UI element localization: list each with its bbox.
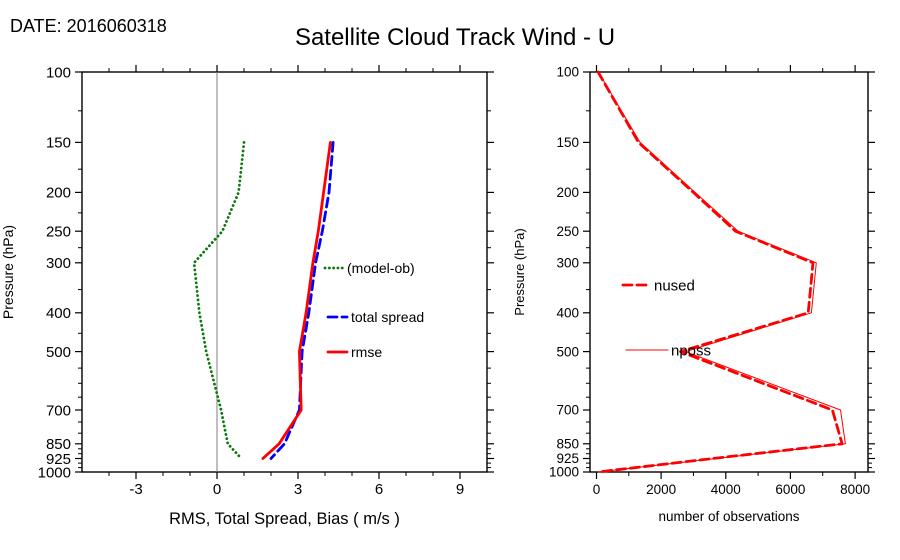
y-tick-label: 250 [556, 224, 579, 239]
chart-title: Satellite Cloud Track Wind - U [294, 24, 616, 51]
y-tick-label: 250 [46, 223, 71, 240]
legend-label-rmse: rmse [351, 344, 382, 360]
series-total-spread [269, 140, 335, 460]
y-tick-label: 850 [46, 436, 71, 453]
series-rmse [261, 140, 332, 460]
y-tick-label: 400 [46, 305, 71, 322]
x-tick-label: 0 [593, 482, 601, 497]
x-tick-label: -3 [129, 481, 142, 498]
y-tick-label: 1000 [549, 465, 579, 480]
y-tick-label: 300 [556, 256, 579, 271]
series-model-ob [192, 140, 246, 460]
series-nused [596, 70, 844, 474]
y-tick-label: 500 [556, 344, 579, 359]
y-tick-label: 100 [46, 64, 71, 81]
legend-label-nposs: nposs [671, 342, 711, 359]
y-tick-label: 700 [556, 403, 579, 418]
y-tick-label: 300 [46, 255, 71, 272]
plot-border [589, 71, 869, 473]
x-axis-label: number of observations [658, 509, 799, 524]
y-tick-label: 150 [556, 135, 579, 150]
legend-label-nused: nused [654, 277, 695, 294]
y-tick-label: 850 [556, 437, 579, 452]
x-tick-label: 0 [213, 481, 221, 498]
plot-border [81, 71, 488, 473]
x-tick-label: 9 [456, 481, 464, 498]
x-tick-label: 6 [375, 481, 383, 498]
y-tick-label: 925 [556, 451, 579, 466]
series-nposs [597, 71, 846, 473]
y-tick-label: 1000 [38, 464, 71, 481]
y-tick-label: 700 [46, 402, 71, 419]
x-axis-label: RMS, Total Spread, Bias ( m/s ) [169, 510, 400, 528]
legend-label-model-ob: (model-ob) [347, 260, 415, 276]
x-tick-label: 4000 [711, 482, 741, 497]
y-axis-label: Pressure (hPa) [0, 225, 16, 319]
y-tick-label: 150 [46, 135, 71, 152]
x-tick-label: 8000 [840, 482, 870, 497]
y-tick-label: 200 [46, 185, 71, 202]
date-label: DATE: 2016060318 [10, 16, 167, 36]
y-tick-label: 925 [46, 451, 71, 468]
y-tick-label: 100 [556, 65, 579, 80]
x-tick-label: 3 [294, 481, 302, 498]
y-tick-label: 200 [556, 185, 579, 200]
y-tick-label: 400 [556, 306, 579, 321]
x-tick-label: 6000 [775, 482, 805, 497]
legend-label-total-spread: total spread [351, 309, 424, 325]
y-axis-label: Pressure (hPa) [512, 228, 527, 315]
y-tick-label: 500 [46, 344, 71, 361]
x-tick-label: 2000 [646, 482, 676, 497]
